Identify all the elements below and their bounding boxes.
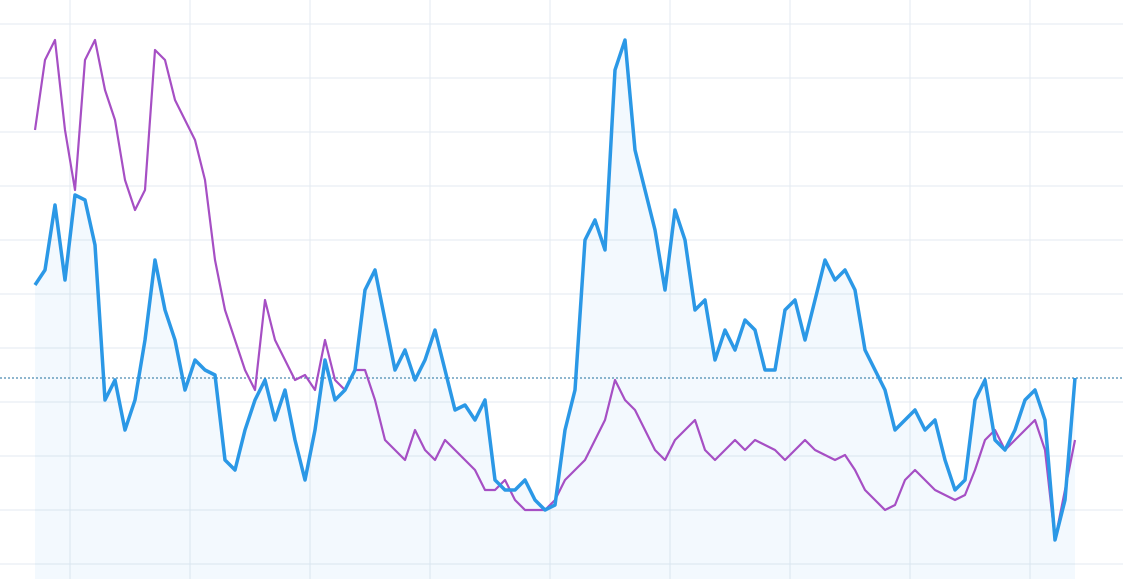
line [33, 38, 1077, 542]
